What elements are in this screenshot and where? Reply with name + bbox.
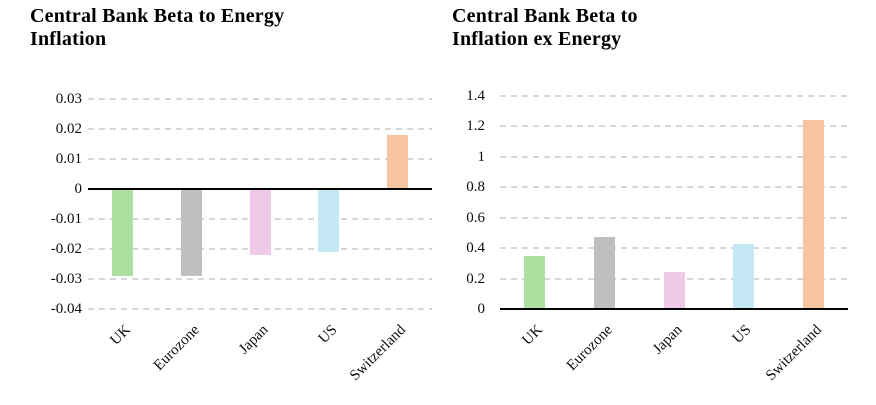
bar-uk (524, 255, 546, 309)
x-tick-label: UK (107, 322, 134, 349)
y-tick-label: 1 (477, 148, 486, 165)
chart-inflation-ex-energy: Central Bank Beta to Inflation ex Energy… (438, 0, 876, 405)
gridline (500, 186, 848, 189)
bar-japan (249, 189, 271, 255)
gridline (88, 98, 432, 100)
gridline (88, 278, 432, 280)
x-tick-label: Switzerland (346, 322, 409, 384)
gridline (88, 308, 432, 310)
x-tick-label: Japan (649, 322, 686, 358)
y-tick-label: -0.03 (50, 271, 82, 287)
gridline (500, 247, 848, 250)
y-tick-label: 0.8 (466, 179, 485, 196)
y-tick-label: 0.6 (466, 209, 485, 226)
bar-japan (663, 272, 685, 309)
y-tick-label: 0 (74, 181, 83, 197)
gridline (500, 125, 848, 128)
bar-switzerland (387, 135, 409, 189)
zero-axis-line (88, 188, 432, 190)
y-tick-label: 0 (477, 301, 486, 317)
y-tick-label: -0.04 (50, 301, 82, 317)
bar-eurozone (593, 237, 615, 309)
chart-title: Central Bank Beta to Inflation ex Energy (452, 5, 638, 50)
bar-uk (111, 189, 133, 276)
x-tick-label: US (730, 322, 755, 347)
y-tick-label: 0.4 (466, 240, 485, 257)
x-tick-label: Eurozone (563, 322, 616, 374)
y-tick-label: -0.02 (50, 241, 82, 257)
y-tick-label: 1.4 (466, 88, 485, 104)
zero-axis-line (500, 308, 848, 310)
chart-energy-inflation: Central Bank Beta to Energy Inflation 0.… (30, 5, 432, 384)
gridline (500, 155, 848, 158)
gridline (500, 95, 848, 97)
bar-switzerland (802, 120, 824, 309)
gridline (88, 158, 432, 160)
x-tick-label: Eurozone (150, 322, 203, 374)
x-tick-label: UK (519, 322, 547, 349)
y-tick-label: 0.03 (55, 91, 82, 107)
x-tick-label: US (315, 322, 341, 347)
bar-eurozone (180, 189, 202, 276)
y-tick-label: 1.2 (466, 118, 485, 135)
y-tick-label: 0.2 (466, 270, 485, 287)
x-tick-label: Japan (235, 322, 272, 358)
chart-title: Central Bank Beta to Energy Inflation (30, 5, 285, 50)
gridline (88, 128, 432, 130)
y-tick-label: 0.01 (55, 151, 82, 167)
bar-us (318, 189, 340, 252)
gridline (500, 216, 848, 219)
y-tick-label: -0.01 (50, 211, 82, 227)
x-tick-label: Switzerland (762, 322, 825, 384)
y-tick-label: 0.02 (55, 121, 82, 137)
bar-us (733, 243, 755, 309)
